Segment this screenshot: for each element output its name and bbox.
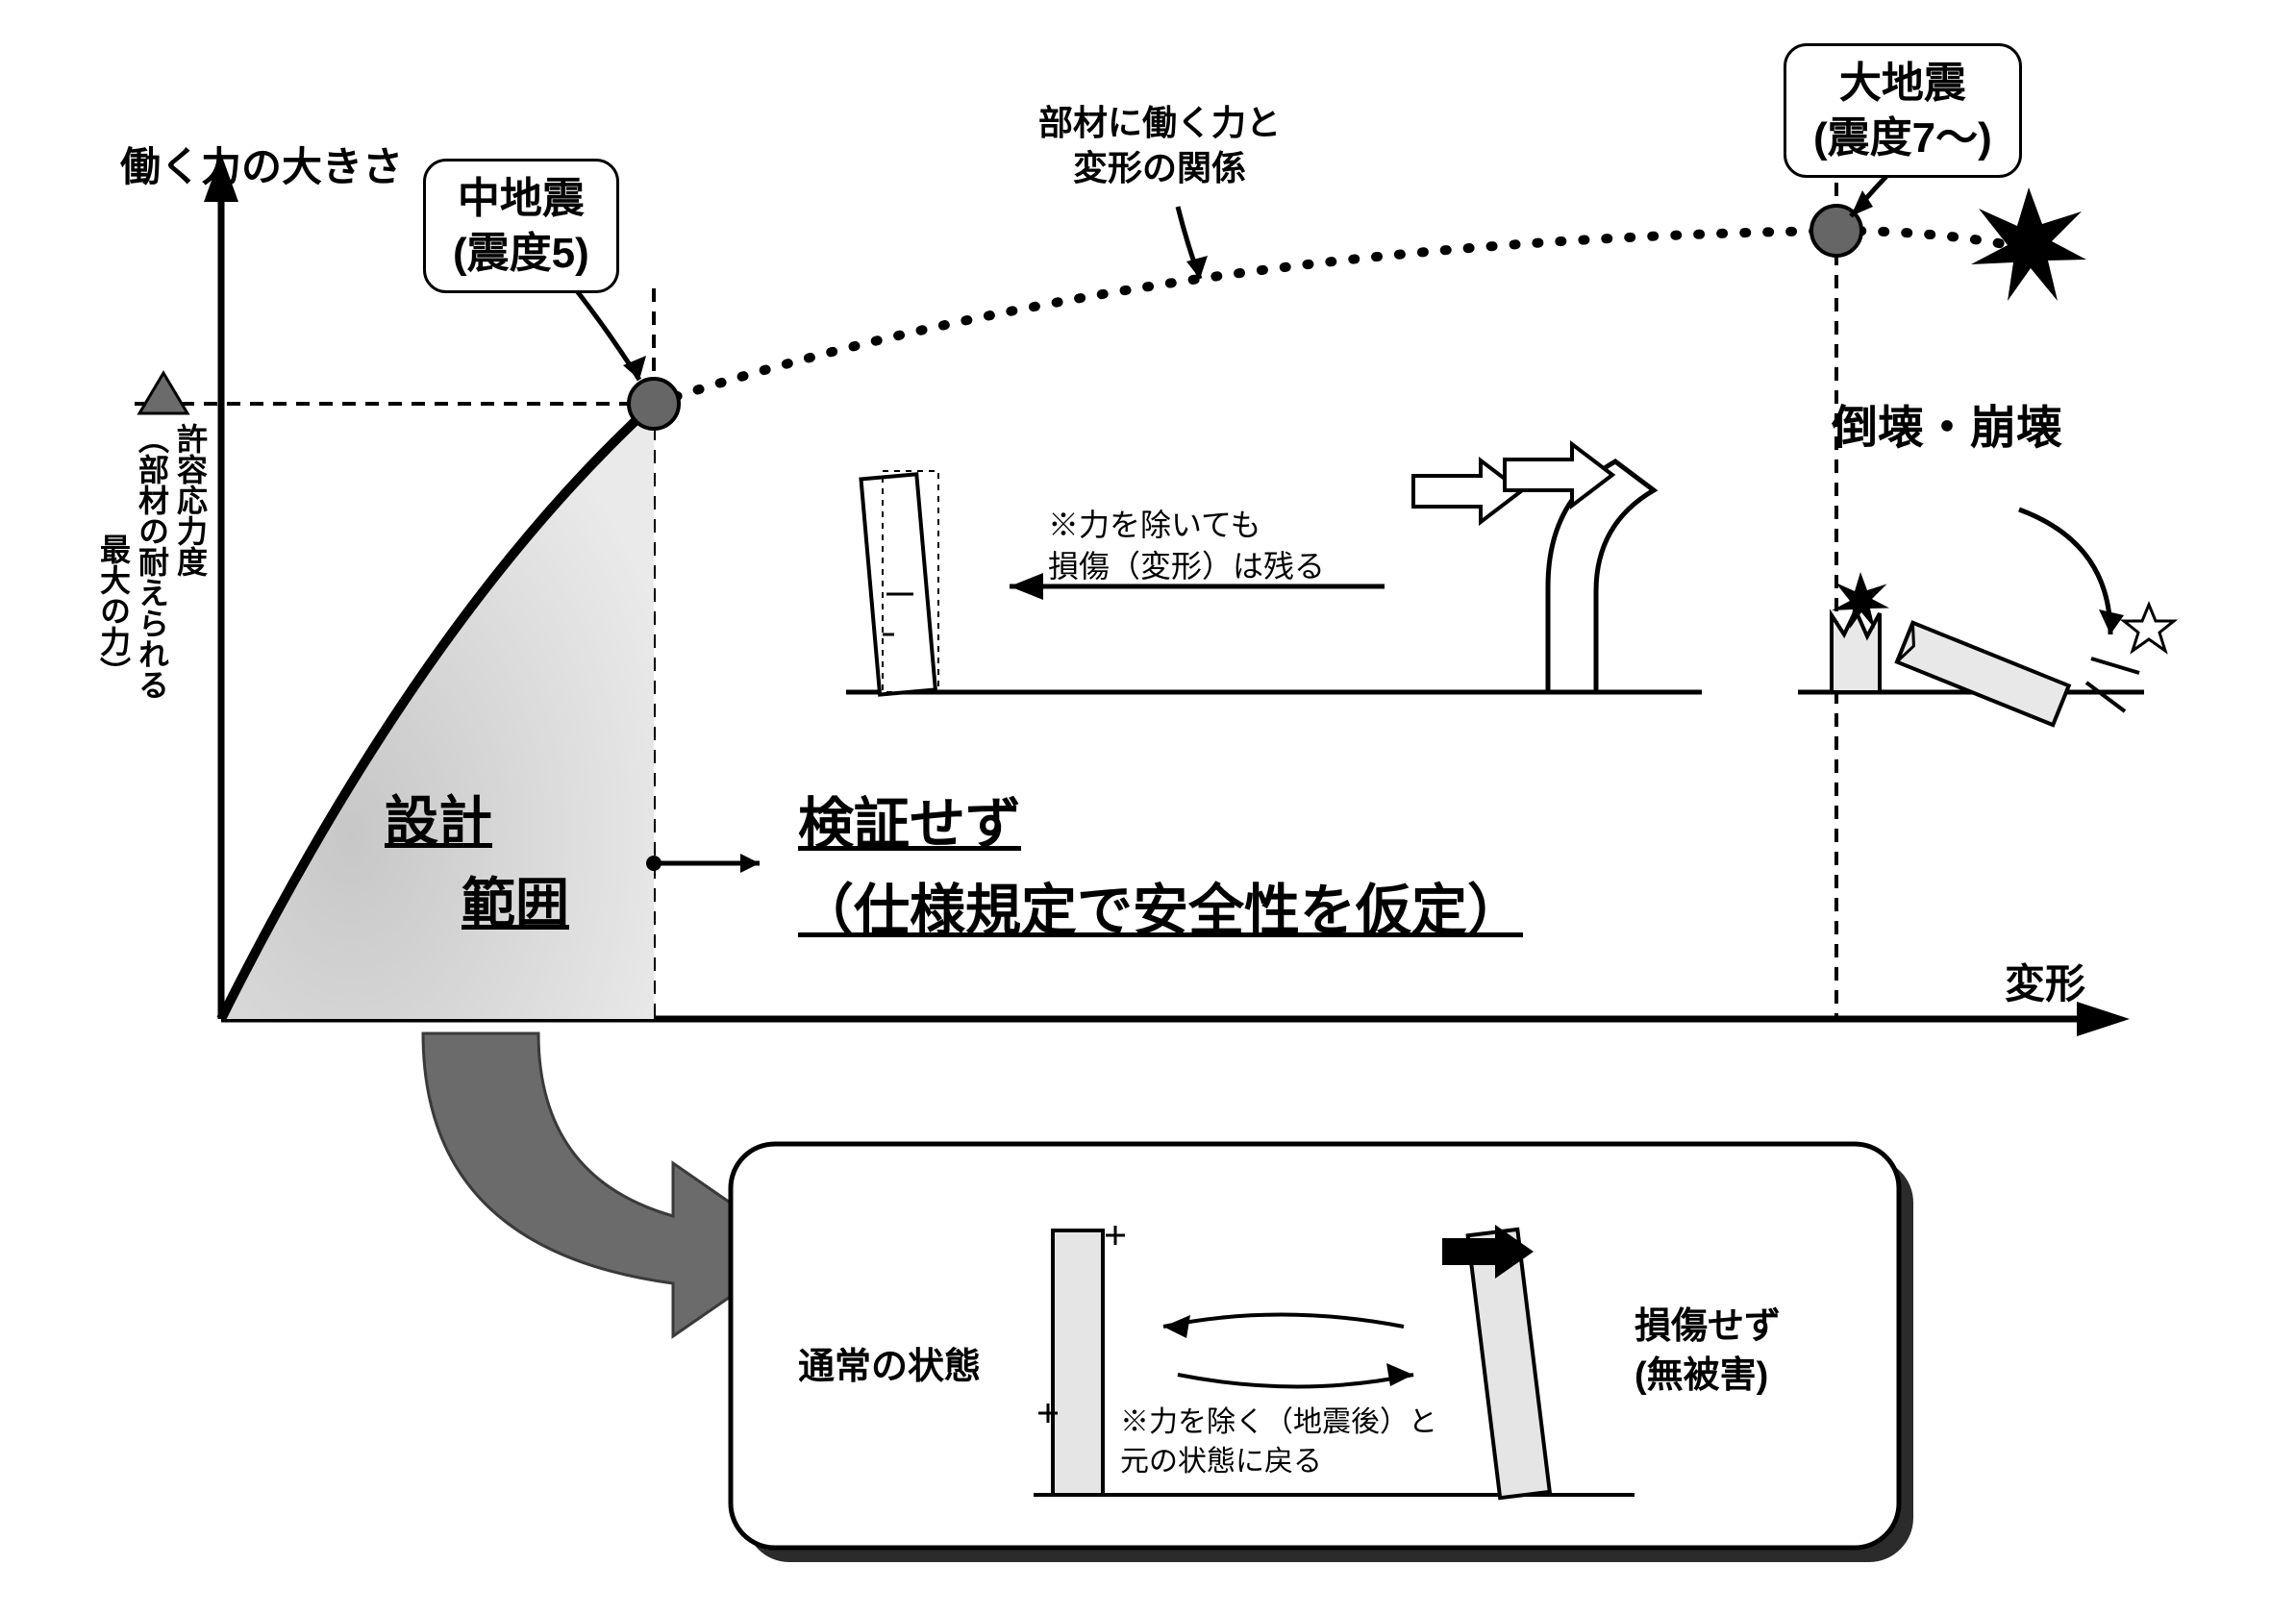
bottom-right-label: 損傷せず (無被害) [1635, 1303, 1781, 1402]
bottom-note-1: ※力を除く（地震後）と [1120, 1404, 1437, 1443]
bottom-right-1: 損傷せず [1635, 1303, 1781, 1352]
plateau-curve [654, 231, 2009, 404]
mid-eq-line2: (震度5) [453, 226, 589, 281]
design-range-fill [221, 404, 654, 1019]
allowable-stress-label-2: （部材の耐えられる [130, 423, 174, 700]
burst-icon [1971, 187, 2086, 301]
collapse-illustration [1798, 509, 2174, 725]
curve-caption-line2: 変形の関係 [1038, 146, 1281, 191]
no-verify-line2: （仕様規定で安全性を仮定） [798, 865, 1523, 946]
bottom-right-2: (無被害) [1635, 1352, 1781, 1401]
bottom-note-2: 元の状態に戻る [1120, 1443, 1437, 1482]
bottom-note: ※力を除く（地震後）と 元の状態に戻る [1120, 1404, 1437, 1481]
design-range-line1: 設計 [385, 779, 492, 857]
allowable-stress-label-1: 許容応力度 [168, 423, 212, 577]
big-eq-line2: (震度7〜) [1813, 111, 1992, 165]
design-range-line2: 範囲 [462, 860, 569, 938]
allowable-stress-label-3: 最大の力） [91, 534, 136, 687]
bottom-left-label: 通常の状態 [798, 1336, 981, 1389]
x-axis-title: 変形 [2005, 952, 2085, 1010]
curve-caption: 部材に働く力と 変形の関係 [1038, 101, 1281, 191]
diagram-canvas [0, 0, 2296, 1615]
mid-note-2: 損傷（変形）は残る [1048, 546, 1325, 587]
big-eq-callout: 大地震 (震度7〜) [1784, 43, 2022, 178]
mid-illust-note: ※力を除いても 損傷（変形）は残る [1048, 505, 1325, 587]
no-verify-line1: 検証せず [798, 779, 1021, 859]
mid-note-1: ※力を除いても [1048, 505, 1325, 546]
collapse-label: 倒壊・崩壊 [1832, 389, 2062, 457]
curve-caption-line1: 部材に働く力と [1038, 101, 1281, 146]
mid-eq-dot [629, 379, 679, 429]
design-to-verify-arrow [646, 854, 760, 873]
big-eq-line1: 大地震 [1813, 56, 1992, 111]
mid-eq-callout: 中地震 (震度5) [423, 159, 619, 293]
mid-eq-line1: 中地震 [453, 171, 589, 226]
y-axis-title: 働く力の大きさ [120, 135, 403, 193]
allowable-stress-marker [135, 373, 654, 413]
